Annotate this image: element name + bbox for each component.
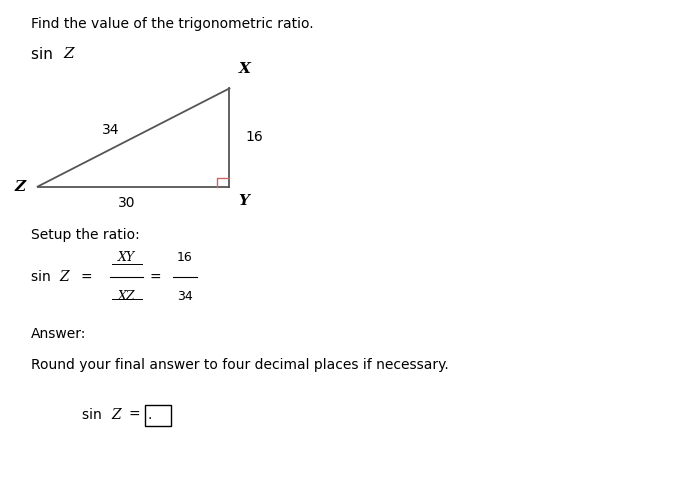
Text: Z: Z <box>60 271 69 284</box>
Text: X: X <box>238 62 250 76</box>
Text: sin: sin <box>82 408 106 422</box>
Text: =: = <box>80 271 92 284</box>
Text: 34: 34 <box>102 123 120 137</box>
Text: XY: XY <box>118 251 135 264</box>
Text: 16: 16 <box>245 131 263 144</box>
Text: Round your final answer to four decimal places if necessary.: Round your final answer to four decimal … <box>31 358 449 373</box>
Text: Y: Y <box>238 194 249 208</box>
Text: 16: 16 <box>177 251 192 264</box>
Text: Answer:: Answer: <box>31 327 86 341</box>
Text: XZ: XZ <box>118 290 136 302</box>
Text: 34: 34 <box>177 290 192 302</box>
Text: 30: 30 <box>118 196 136 211</box>
Text: Z: Z <box>64 47 75 61</box>
Text: Z: Z <box>111 408 121 422</box>
Text: Setup the ratio:: Setup the ratio: <box>31 228 140 243</box>
Bar <box>145 405 171 426</box>
Text: Z: Z <box>15 180 26 193</box>
Text: sin: sin <box>31 271 55 284</box>
Text: =: = <box>150 271 161 284</box>
Text: Find the value of the trigonometric ratio.: Find the value of the trigonometric rati… <box>31 17 314 31</box>
Text: sin: sin <box>31 47 58 62</box>
Text: .: . <box>148 408 152 422</box>
Text: =: = <box>129 408 140 422</box>
